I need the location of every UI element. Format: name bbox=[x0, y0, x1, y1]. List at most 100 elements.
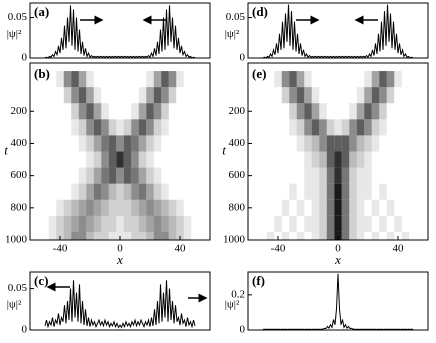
cell bbox=[184, 168, 192, 184]
cell bbox=[304, 232, 312, 240]
cell bbox=[387, 135, 395, 151]
cell bbox=[394, 71, 402, 88]
cell bbox=[402, 87, 410, 103]
cell bbox=[259, 152, 267, 168]
cell bbox=[304, 135, 312, 152]
panel-label: (d) bbox=[252, 4, 268, 19]
cell bbox=[267, 168, 275, 184]
cell bbox=[319, 71, 327, 87]
cell bbox=[101, 135, 109, 152]
cell bbox=[123, 151, 132, 168]
cell bbox=[402, 200, 410, 216]
y-tick-label: 0.05 bbox=[226, 11, 246, 23]
cell bbox=[78, 215, 87, 232]
cell bbox=[138, 103, 147, 120]
cell bbox=[176, 215, 184, 232]
cell bbox=[131, 135, 139, 152]
cell bbox=[93, 151, 102, 168]
cell bbox=[93, 183, 102, 200]
y-tick-label: 0 bbox=[240, 324, 246, 336]
cell bbox=[131, 167, 139, 184]
cell bbox=[402, 184, 410, 200]
cell bbox=[64, 135, 72, 151]
cell bbox=[319, 103, 327, 120]
cell bbox=[266, 231, 275, 240]
cell bbox=[93, 103, 102, 120]
cell bbox=[78, 135, 87, 152]
cell bbox=[56, 135, 64, 151]
cell bbox=[364, 135, 372, 152]
cell bbox=[304, 119, 312, 136]
cell bbox=[49, 152, 57, 168]
cell bbox=[184, 119, 192, 135]
cell bbox=[364, 183, 372, 200]
cell bbox=[341, 151, 350, 168]
cell bbox=[259, 232, 267, 240]
cell bbox=[349, 71, 357, 87]
cell bbox=[304, 200, 312, 216]
plot-frame bbox=[247, 2, 429, 59]
cell bbox=[334, 87, 342, 103]
cell bbox=[387, 152, 395, 168]
cell bbox=[131, 183, 139, 200]
cell bbox=[184, 200, 192, 216]
cell bbox=[176, 71, 184, 88]
cell bbox=[394, 119, 402, 135]
cell bbox=[379, 135, 387, 151]
cell bbox=[153, 87, 162, 104]
cell bbox=[334, 71, 342, 87]
cell bbox=[123, 135, 132, 152]
cell bbox=[364, 151, 372, 168]
cell bbox=[259, 216, 267, 232]
cell bbox=[191, 216, 199, 232]
cell bbox=[71, 103, 79, 120]
cell bbox=[86, 87, 94, 104]
cell bbox=[386, 199, 395, 216]
x-tick-label: 40 bbox=[175, 243, 187, 255]
cell bbox=[334, 103, 342, 119]
cell bbox=[123, 183, 132, 200]
cell bbox=[146, 167, 154, 184]
cell bbox=[63, 231, 72, 240]
cell bbox=[326, 183, 335, 200]
cell bbox=[274, 103, 282, 119]
cell bbox=[123, 231, 132, 240]
cell bbox=[153, 135, 162, 152]
cell bbox=[356, 135, 365, 152]
cell bbox=[86, 151, 94, 168]
cell bbox=[371, 87, 380, 104]
y-axis-label: |ψ|² bbox=[225, 28, 240, 40]
cell bbox=[297, 168, 305, 184]
y-tick-label: 1000 bbox=[223, 234, 246, 246]
cell bbox=[341, 135, 350, 152]
cell bbox=[334, 151, 342, 168]
cell bbox=[49, 168, 57, 184]
cell bbox=[191, 135, 199, 151]
cell bbox=[282, 216, 290, 232]
cell bbox=[259, 200, 267, 216]
cell bbox=[296, 231, 305, 240]
cell bbox=[364, 119, 372, 136]
cell bbox=[386, 231, 395, 240]
cell bbox=[191, 232, 199, 240]
cell bbox=[394, 168, 402, 184]
cell bbox=[319, 87, 327, 103]
panel-label: (c) bbox=[34, 273, 48, 288]
cell bbox=[282, 152, 290, 168]
cell bbox=[108, 215, 117, 232]
cell bbox=[267, 216, 275, 232]
cell bbox=[259, 119, 267, 135]
cell bbox=[274, 135, 282, 151]
cell bbox=[259, 87, 267, 103]
y-tick-label: 0.2 bbox=[231, 288, 245, 300]
cell bbox=[259, 135, 267, 151]
cell bbox=[138, 135, 147, 152]
y-tick-label: 200 bbox=[11, 105, 28, 117]
cell bbox=[379, 152, 387, 168]
y-axis-label: t bbox=[222, 142, 226, 157]
cell bbox=[168, 71, 177, 88]
cell bbox=[334, 119, 342, 136]
cell bbox=[409, 232, 417, 240]
y-tick-label: 400 bbox=[11, 137, 28, 149]
cell bbox=[379, 200, 387, 216]
